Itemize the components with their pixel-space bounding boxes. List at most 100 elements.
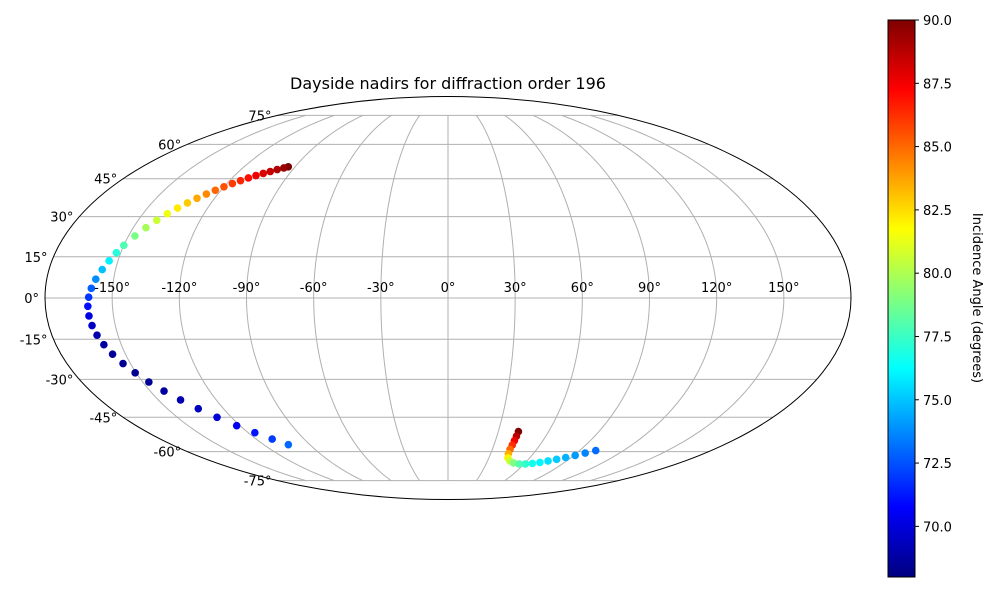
colorbar-tick-label: 75.0	[923, 394, 952, 409]
data-point	[220, 182, 228, 191]
lat-tick-label: -15°	[20, 333, 48, 348]
lon-tick-label: 120°	[701, 281, 732, 296]
lat-tick-label: 0°	[24, 292, 39, 307]
meridian-line	[245, 114, 363, 482]
data-point	[280, 164, 288, 172]
data-point	[284, 440, 293, 449]
data-point	[571, 451, 579, 460]
lat-tick-label: 60°	[158, 138, 181, 153]
data-point	[120, 241, 128, 250]
data-point	[84, 293, 93, 301]
data-point	[131, 232, 139, 240]
data-point	[515, 460, 523, 468]
colorbar-tick-label: 70.0	[923, 520, 952, 535]
data-point	[112, 248, 121, 257]
data-point	[173, 204, 182, 212]
lat-tick-label: 45°	[94, 173, 117, 188]
map-boundary	[44, 96, 852, 500]
data-point	[131, 369, 139, 377]
latitude-tick-labels: 75° 60° 45° 30° 15° 0° -15° -30° -45° -60° -75°	[20, 109, 272, 489]
lon-tick-label: -90°	[233, 281, 261, 296]
lon-tick-label: -30°	[367, 281, 395, 296]
data-point	[252, 171, 260, 180]
data-point	[160, 387, 168, 395]
data-point	[85, 312, 93, 320]
data-point	[536, 458, 544, 467]
data-point	[193, 194, 201, 203]
data-point	[581, 449, 589, 457]
meridian-line	[111, 114, 307, 482]
data-point	[87, 284, 96, 293]
data-point	[266, 167, 275, 176]
colorbar-tick-label: 90.0	[923, 14, 952, 29]
data-point	[232, 421, 241, 430]
colorbar-tick-label: 85.0	[923, 141, 952, 156]
map-outline	[44, 96, 852, 500]
lon-tick-label: 0°	[441, 281, 456, 296]
data-point	[176, 396, 185, 404]
data-point	[84, 302, 92, 311]
lon-tick-label: -60°	[300, 281, 328, 296]
data-point	[93, 331, 101, 339]
lon-tick-label: -150°	[94, 281, 130, 296]
data-point	[119, 359, 127, 368]
data-point	[552, 455, 561, 464]
data-point	[88, 321, 96, 330]
meridian-line	[589, 114, 785, 482]
lat-tick-label: -75°	[244, 475, 272, 490]
data-point	[142, 223, 150, 232]
colorbar-tick-label: 87.5	[923, 77, 952, 92]
lon-tick-label: 30°	[504, 281, 527, 296]
data-point	[591, 446, 600, 455]
graticule	[45, 114, 851, 482]
data-point	[152, 216, 161, 225]
lon-tick-label: -120°	[161, 281, 197, 296]
data-point	[211, 186, 220, 195]
lat-tick-label: 15°	[24, 251, 47, 266]
meridian-line	[178, 114, 335, 482]
meridian-line	[533, 114, 651, 482]
data-point	[98, 265, 107, 274]
data-point	[194, 404, 203, 413]
data-point	[183, 199, 192, 207]
lat-tick-label: 75°	[248, 109, 271, 124]
lon-tick-label: 60°	[571, 281, 594, 296]
data-point	[251, 428, 259, 437]
data-point	[105, 257, 113, 265]
lat-tick-label: -60°	[153, 446, 181, 461]
data-points	[84, 162, 600, 468]
meridian-line	[313, 115, 392, 481]
data-point	[163, 209, 172, 218]
lon-tick-label: 90°	[638, 281, 661, 296]
colorbar-tick-label: 77.5	[923, 330, 952, 345]
meridian-line	[476, 115, 516, 481]
data-point	[244, 174, 253, 182]
data-point	[236, 176, 245, 185]
data-point	[228, 179, 237, 188]
longitude-tick-labels: -150° -120° -90° -60° -30° 0° 30° 60° 90° 120° 150…	[94, 281, 799, 296]
data-point	[561, 453, 570, 462]
meridian-line	[561, 114, 718, 482]
data-point	[268, 435, 276, 443]
lon-tick-label: 150°	[768, 281, 799, 296]
colorbar-tick-label: 72.5	[923, 457, 952, 472]
data-point	[213, 413, 221, 422]
colorbar-label: Incidence Angle (degrees)	[969, 213, 984, 383]
data-point	[100, 340, 108, 349]
data-point	[544, 457, 552, 465]
data-point	[273, 165, 281, 174]
data-point	[145, 378, 153, 386]
colorbar-gradient	[887, 19, 916, 578]
colorbar-tick-label: 80.0	[923, 267, 952, 282]
colorbar-ticks: 70.0 72.5 75.0 77.5 80.0 82.5 85.0 87.5 90.0	[915, 14, 952, 535]
chart-title: Dayside nadirs for diffraction order 196	[290, 74, 606, 93]
data-point	[528, 459, 537, 468]
meridian-line	[380, 115, 420, 481]
meridian-line	[504, 115, 583, 481]
lat-tick-label: 30°	[50, 211, 73, 226]
lat-tick-label: -30°	[46, 373, 74, 388]
colorbar: 70.0 72.5 75.0 77.5 80.0 82.5 85.0 87.5 90.0 Inc…	[887, 14, 984, 578]
data-point	[202, 190, 211, 198]
lat-tick-label: -45°	[89, 411, 117, 426]
data-point	[259, 169, 268, 178]
